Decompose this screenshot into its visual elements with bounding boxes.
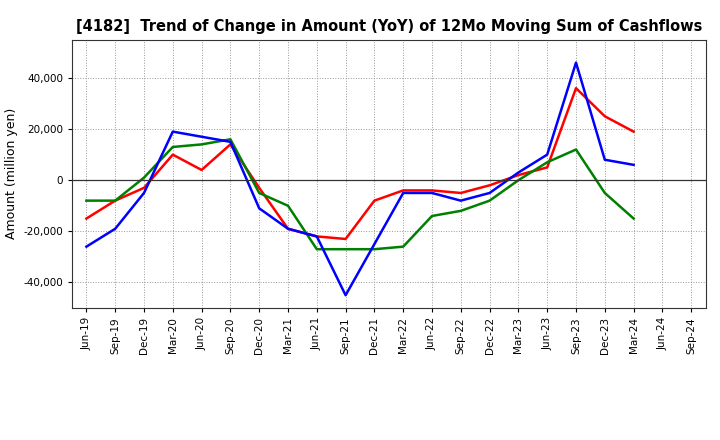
Operating Cashflow bbox=[341, 236, 350, 242]
Operating Cashflow bbox=[255, 185, 264, 191]
Investing Cashflow bbox=[111, 198, 120, 203]
Operating Cashflow bbox=[600, 114, 609, 119]
Investing Cashflow bbox=[312, 246, 321, 252]
Free Cashflow bbox=[197, 134, 206, 139]
Operating Cashflow bbox=[543, 165, 552, 170]
Investing Cashflow bbox=[82, 198, 91, 203]
Line: Operating Cashflow: Operating Cashflow bbox=[86, 88, 634, 239]
Operating Cashflow bbox=[399, 188, 408, 193]
Free Cashflow bbox=[629, 162, 638, 168]
Investing Cashflow bbox=[629, 216, 638, 221]
Operating Cashflow bbox=[514, 172, 523, 178]
Free Cashflow bbox=[514, 170, 523, 175]
Operating Cashflow bbox=[312, 234, 321, 239]
Operating Cashflow bbox=[428, 188, 436, 193]
Operating Cashflow bbox=[226, 142, 235, 147]
Investing Cashflow bbox=[514, 178, 523, 183]
Operating Cashflow bbox=[168, 152, 177, 157]
Free Cashflow bbox=[168, 129, 177, 134]
Investing Cashflow bbox=[140, 175, 148, 180]
Operating Cashflow bbox=[111, 198, 120, 203]
Free Cashflow bbox=[140, 191, 148, 196]
Free Cashflow bbox=[456, 198, 465, 203]
Investing Cashflow bbox=[399, 244, 408, 249]
Operating Cashflow bbox=[370, 198, 379, 203]
Free Cashflow bbox=[226, 139, 235, 144]
Operating Cashflow bbox=[140, 185, 148, 191]
Free Cashflow bbox=[341, 293, 350, 298]
Operating Cashflow bbox=[485, 183, 494, 188]
Free Cashflow bbox=[399, 191, 408, 196]
Line: Investing Cashflow: Investing Cashflow bbox=[86, 139, 634, 249]
Free Cashflow bbox=[543, 152, 552, 157]
Investing Cashflow bbox=[572, 147, 580, 152]
Free Cashflow bbox=[312, 234, 321, 239]
Operating Cashflow bbox=[197, 167, 206, 172]
Line: Free Cashflow: Free Cashflow bbox=[86, 62, 634, 295]
Free Cashflow bbox=[428, 191, 436, 196]
Free Cashflow bbox=[572, 60, 580, 65]
Investing Cashflow bbox=[255, 191, 264, 196]
Investing Cashflow bbox=[168, 144, 177, 150]
Investing Cashflow bbox=[370, 246, 379, 252]
Y-axis label: Amount (million yen): Amount (million yen) bbox=[4, 108, 18, 239]
Operating Cashflow bbox=[82, 216, 91, 221]
Operating Cashflow bbox=[284, 226, 292, 231]
Investing Cashflow bbox=[456, 208, 465, 213]
Investing Cashflow bbox=[428, 213, 436, 219]
Free Cashflow bbox=[82, 244, 91, 249]
Investing Cashflow bbox=[543, 160, 552, 165]
Investing Cashflow bbox=[197, 142, 206, 147]
Operating Cashflow bbox=[456, 191, 465, 196]
Investing Cashflow bbox=[600, 191, 609, 196]
Investing Cashflow bbox=[341, 246, 350, 252]
Free Cashflow bbox=[255, 205, 264, 211]
Operating Cashflow bbox=[629, 129, 638, 134]
Investing Cashflow bbox=[284, 203, 292, 209]
Operating Cashflow bbox=[572, 85, 580, 91]
Investing Cashflow bbox=[226, 137, 235, 142]
Free Cashflow bbox=[600, 157, 609, 162]
Free Cashflow bbox=[284, 226, 292, 231]
Free Cashflow bbox=[485, 191, 494, 196]
Investing Cashflow bbox=[485, 198, 494, 203]
Free Cashflow bbox=[370, 242, 379, 247]
Free Cashflow bbox=[111, 226, 120, 231]
Title: [4182]  Trend of Change in Amount (YoY) of 12Mo Moving Sum of Cashflows: [4182] Trend of Change in Amount (YoY) o… bbox=[76, 19, 702, 34]
